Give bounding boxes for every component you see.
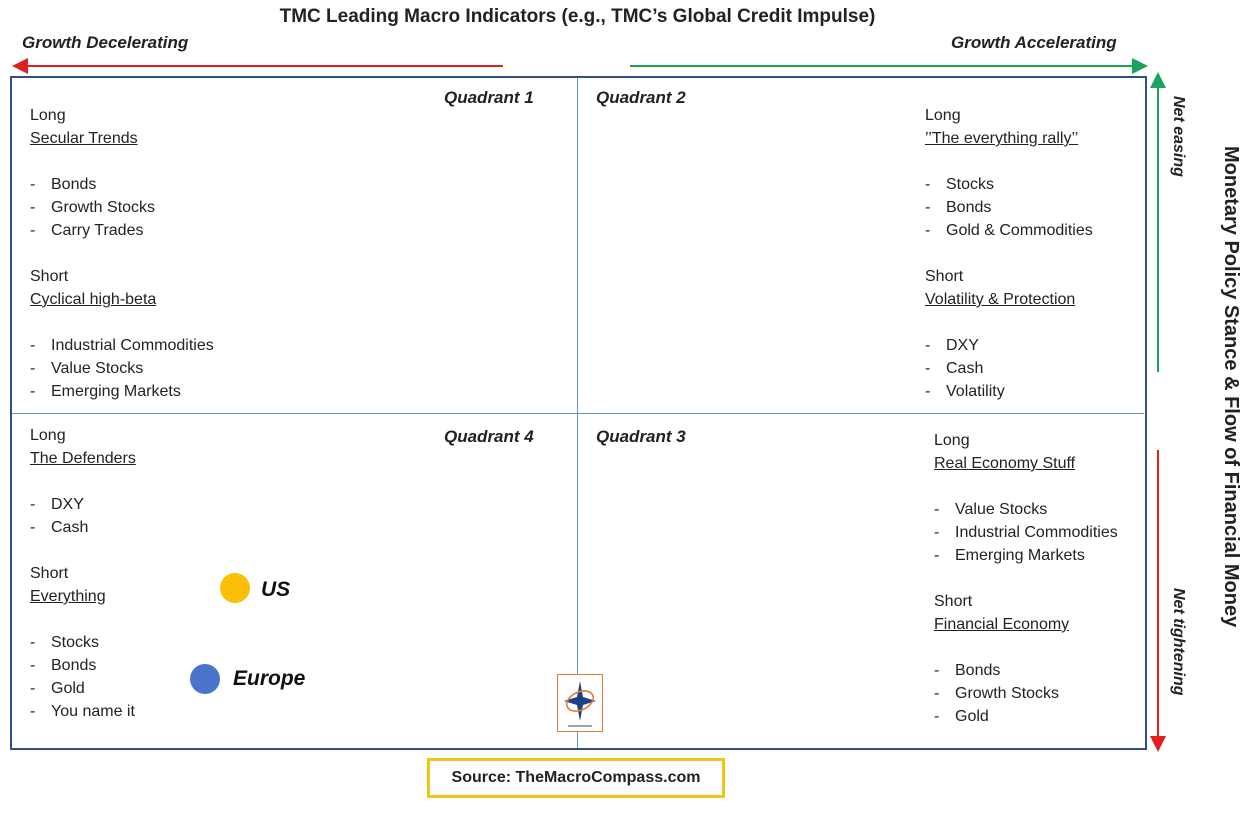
quadrant-1-title: Quadrant 1 [444,88,534,107]
list-item: Value Stocks [934,498,1118,521]
list-item: Cash [30,516,136,539]
net-easing-label: Net easing [1170,96,1187,177]
list-item: Stocks [925,173,1093,196]
quadrant-2-content: Long ’’The everything rally’’ Stocks Bon… [925,104,1093,403]
net-tightening-label: Net tightening [1170,588,1187,696]
quadrant-3-title: Quadrant 3 [596,427,686,446]
macro-compass-logo [557,674,603,732]
list-item: Bonds [934,659,1118,682]
list-item: Stocks [30,631,136,654]
long-theme: Secular Trends [30,130,138,147]
long-label: Long [934,432,970,449]
short-label: Short [30,565,69,582]
us-marker-label: US [261,578,291,601]
monetary-policy-axis-title: Monetary Policy Stance & Flow of Financi… [1220,146,1242,628]
long-theme: Real Economy Stuff [934,455,1076,472]
short-theme: Everything [30,588,106,605]
short-theme: Volatility & Protection [925,291,1076,308]
growth-decelerating-label: Growth Decelerating [22,33,189,52]
list-item: Gold & Commodities [925,219,1093,242]
list-item: DXY [925,334,1093,357]
long-list: Value Stocks Industrial Commodities Emer… [934,498,1118,567]
short-label: Short [925,268,964,285]
short-list: Industrial Commodities Value Stocks Emer… [30,334,214,403]
horizontal-divider [12,413,1144,414]
growth-accelerating-label: Growth Accelerating [951,33,1117,52]
quadrant-frame [10,76,1147,750]
chart-title: TMC Leading Macro Indicators (e.g., TMC’… [279,6,876,27]
long-theme: The Defenders [30,450,136,467]
short-list: Bonds Growth Stocks Gold [934,659,1118,728]
list-item: Cash [925,357,1093,380]
list-item: Industrial Commodities [934,521,1118,544]
long-list: DXY Cash [30,493,136,539]
short-label: Short [30,268,69,285]
us-marker-dot [220,573,250,603]
long-list: Bonds Growth Stocks Carry Trades [30,173,214,242]
europe-marker-dot [190,664,220,694]
europe-marker-label: Europe [233,667,306,690]
short-label: Short [934,593,973,610]
list-item: Emerging Markets [934,544,1118,567]
list-item: Gold [30,677,136,700]
list-item: Growth Stocks [934,682,1118,705]
list-item: Bonds [925,196,1093,219]
long-label: Long [30,107,66,124]
list-item: Value Stocks [30,357,214,380]
quadrant-2-title: Quadrant 2 [596,88,686,107]
quadrant-4-title: Quadrant 4 [444,427,534,446]
list-item: Volatility [925,380,1093,403]
long-label: Long [925,107,961,124]
short-theme: Cyclical high-beta [30,291,157,308]
list-item: You name it [30,700,136,723]
long-list: Stocks Bonds Gold & Commodities [925,173,1093,242]
list-item: Bonds [30,654,136,677]
quadrant-3-content: Long Real Economy Stuff Value Stocks Ind… [934,429,1118,728]
quadrant-4-content: Long The Defenders DXY Cash Short Everyt… [30,424,136,723]
list-item: DXY [30,493,136,516]
short-list: Stocks Bonds Gold You name it [30,631,136,723]
list-item: Emerging Markets [30,380,214,403]
list-item: Industrial Commodities [30,334,214,357]
short-list: DXY Cash Volatility [925,334,1093,403]
long-theme: ’’The everything rally’’ [925,130,1079,147]
quadrant-1-content: Long Secular Trends Bonds Growth Stocks … [30,104,214,403]
list-item: Carry Trades [30,219,214,242]
short-theme: Financial Economy [934,616,1070,633]
source-text: Source: TheMacroCompass.com [451,769,701,786]
long-label: Long [30,427,66,444]
list-item: Bonds [30,173,214,196]
list-item: Gold [934,705,1118,728]
source-box: Source: TheMacroCompass.com [427,758,725,798]
list-item: Growth Stocks [30,196,214,219]
